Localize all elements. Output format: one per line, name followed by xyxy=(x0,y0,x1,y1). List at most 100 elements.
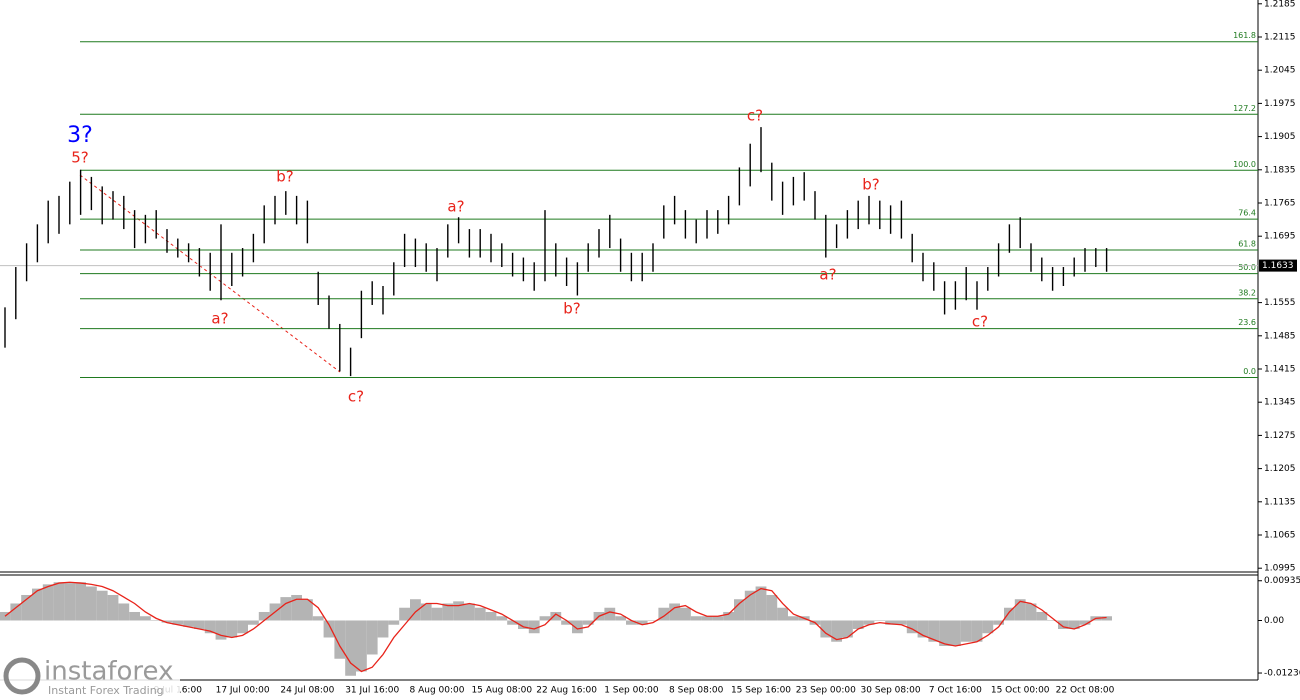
histogram-bar xyxy=(636,620,648,625)
histogram-bar xyxy=(410,599,421,621)
histogram-bar xyxy=(388,620,400,625)
histogram-bar xyxy=(312,616,324,621)
fib-label: 127.2 xyxy=(1233,104,1256,113)
histogram-bar xyxy=(215,620,227,640)
x-tick-label: 22 Aug 16:00 xyxy=(536,686,597,696)
y-tick-label: 1.1485 xyxy=(1264,331,1296,341)
histogram-bar xyxy=(917,620,929,638)
y-tick-label: -0.01236 xyxy=(1264,669,1300,679)
histogram-bar xyxy=(1058,620,1069,629)
histogram-bar xyxy=(582,620,594,625)
x-tick-label: 7 Oct 16:00 xyxy=(929,686,982,696)
histogram-bar xyxy=(485,611,497,621)
wave-label: 5? xyxy=(71,149,89,167)
histogram-bar xyxy=(755,586,767,621)
y-tick-label: 1.1065 xyxy=(1264,531,1296,541)
histogram-bar xyxy=(863,620,875,625)
last-price-box xyxy=(1259,259,1297,272)
y-tick-label: 1.1765 xyxy=(1264,198,1296,208)
fib-label: 61.8 xyxy=(1238,239,1256,248)
histogram-bar xyxy=(647,620,659,621)
histogram-bar xyxy=(960,620,972,642)
histogram-bar xyxy=(1004,607,1015,621)
histogram-bar xyxy=(64,583,76,621)
histogram-bar xyxy=(399,607,410,621)
histogram-bar xyxy=(107,594,119,621)
histogram-bar xyxy=(226,620,238,638)
y-tick-label: 1.1135 xyxy=(1264,497,1296,507)
wave-label: 3? xyxy=(67,123,93,148)
wave-label: c? xyxy=(972,313,988,331)
wave-label: a? xyxy=(211,310,228,328)
x-tick-label: 15 Sep 16:00 xyxy=(731,686,791,696)
histogram-bar xyxy=(474,607,486,621)
histogram-bar xyxy=(788,616,799,621)
y-tick-label: 1.1835 xyxy=(1264,165,1296,175)
wave-label: a? xyxy=(447,198,464,216)
histogram-bar xyxy=(626,620,637,625)
histogram-bar xyxy=(1014,599,1026,621)
y-tick-label: 1.1205 xyxy=(1264,464,1296,474)
x-tick-label: 24 Jul 08:00 xyxy=(280,686,334,696)
histogram-bar xyxy=(161,620,173,623)
x-tick-label: 8 Sep 08:00 xyxy=(669,686,724,696)
signal-line xyxy=(4,581,1107,673)
histogram-bar xyxy=(604,607,616,621)
histogram-bar xyxy=(248,620,259,625)
histogram-bar xyxy=(777,607,788,621)
histogram-bar xyxy=(971,620,983,642)
histogram-bar xyxy=(528,620,540,634)
histogram-bar xyxy=(550,611,562,621)
histogram-bar xyxy=(453,601,464,621)
histogram-bar xyxy=(820,620,832,638)
histogram-bar xyxy=(32,588,43,621)
x-tick-label: 30 Sep 08:00 xyxy=(861,686,921,696)
y-tick-label: 1.1695 xyxy=(1264,232,1296,242)
histogram-bar xyxy=(118,603,130,621)
y-tick-label: 1.2115 xyxy=(1264,32,1296,42)
histogram-bar xyxy=(21,594,32,621)
histogram-bar xyxy=(356,620,367,672)
histogram-bar xyxy=(280,597,292,621)
histogram-bar xyxy=(302,599,313,621)
histogram-bar xyxy=(291,594,302,621)
fib-label: 50.0 xyxy=(1238,263,1256,272)
fib-label: 23.6 xyxy=(1238,318,1256,327)
histogram-bar xyxy=(150,620,162,621)
histogram-bar xyxy=(842,620,853,638)
histogram-bar xyxy=(690,616,702,621)
histogram-bar xyxy=(377,620,389,638)
histogram-bar xyxy=(323,620,335,638)
histogram-bar xyxy=(237,620,248,634)
wave-label: a? xyxy=(819,266,836,284)
histogram-bar xyxy=(53,582,65,621)
histogram-bar xyxy=(129,611,140,621)
x-tick-label: 23 Sep 00:00 xyxy=(796,686,856,696)
histogram-bar xyxy=(464,603,475,621)
fib-label: 100.0 xyxy=(1233,160,1256,169)
histogram-bar xyxy=(874,620,886,621)
histogram-bar xyxy=(420,603,432,621)
histogram-bar xyxy=(561,620,572,625)
histogram-bar xyxy=(258,611,270,621)
histogram-bar xyxy=(885,620,896,625)
histogram-bar xyxy=(852,620,864,629)
histogram-bar xyxy=(669,603,680,621)
histogram-bar xyxy=(1101,616,1112,621)
wave-label: b? xyxy=(563,300,580,318)
histogram-bar xyxy=(539,616,551,621)
histogram-bar xyxy=(194,620,205,629)
histogram-bar xyxy=(766,594,778,621)
histogram-bar xyxy=(993,620,1004,625)
wave-label: c? xyxy=(348,388,364,406)
histogram-bar xyxy=(680,607,691,621)
y-tick-label: 1.0995 xyxy=(1264,564,1296,574)
y-tick-label: 0.00935 xyxy=(1264,576,1300,586)
x-tick-label: 1 Sep 00:00 xyxy=(604,686,659,696)
histogram-bar xyxy=(950,620,961,646)
tagline: Instant Forex Trading xyxy=(48,684,164,697)
fib-label: 76.4 xyxy=(1238,209,1256,218)
histogram-bar xyxy=(518,620,529,629)
histogram-bar xyxy=(928,620,940,642)
